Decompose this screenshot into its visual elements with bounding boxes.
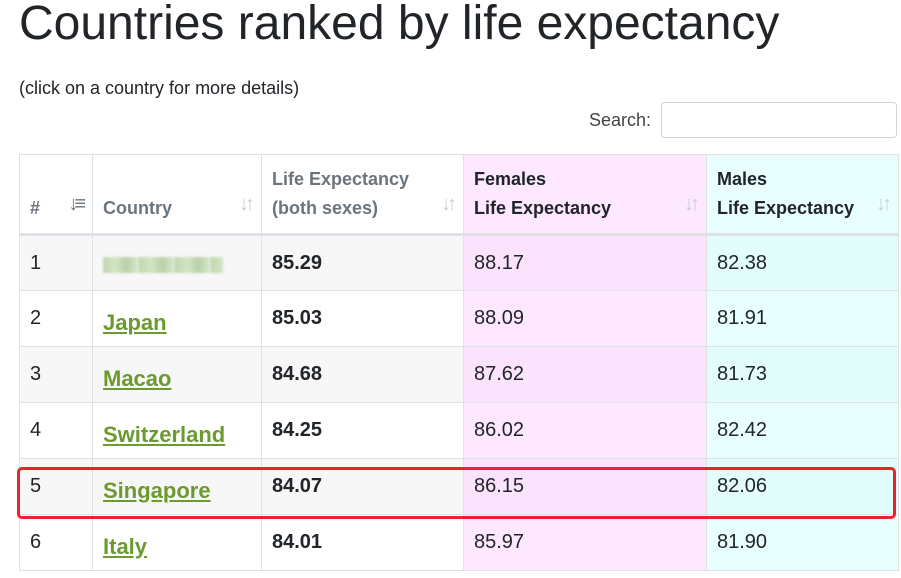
header-country[interactable]: Country ↓↑ [92,154,262,236]
sort-descending-icon[interactable]: ↓≡ [68,193,86,215]
header-male-line1: Males [717,169,768,189]
header-life-expectancy-males[interactable]: Males Life Expectancy ↓↑ [706,154,899,236]
rank-cell: 1 [19,234,93,291]
rank-cell: 2 [19,290,93,347]
header-female-line1: Females [474,169,547,189]
page-title: Countries ranked by life expectancy [19,0,780,50]
country-link[interactable]: Italy [103,533,148,559]
country-link[interactable]: Japan [103,309,167,335]
header-male-line2: Life Expectancy [717,198,855,218]
header-life-expectancy-females[interactable]: Females Life Expectancy ↓↑ [463,154,707,236]
life-expectancy-both-cell: 84.25 [261,402,464,459]
life-expectancy-both-cell: 84.68 [261,346,464,403]
sort-both-icon[interactable]: ↓↑ [239,193,255,215]
table-header-row: # ↓≡ Country ↓↑ Life Expectancy (both se… [19,154,899,236]
header-country-label: Country [103,198,172,218]
life-expectancy-male-cell: 82.06 [706,458,899,515]
life-expectancy-male-cell: 81.91 [706,290,899,347]
life-expectancy-female-cell: 86.02 [463,402,707,459]
rank-cell: 4 [19,402,93,459]
life-expectancy-both-cell: 85.03 [261,290,464,347]
life-expectancy-male-cell: 81.73 [706,346,899,403]
life-expectancy-male-cell: 81.90 [706,514,899,571]
life-expectancy-female-cell: 87.62 [463,346,707,403]
life-expectancy-female-cell: 88.17 [463,234,707,291]
header-rank[interactable]: # ↓≡ [19,154,93,236]
country-link[interactable]: Switzerland [103,421,226,447]
rank-cell: 5 [19,458,93,515]
search-input[interactable] [661,102,897,138]
country-cell: Macao [92,346,262,403]
country-cell: Japan [92,290,262,347]
header-life-expectancy-both[interactable]: Life Expectancy (both sexes) ↓↑ [261,154,464,236]
country-cell: Singapore [92,458,262,515]
life-expectancy-male-cell: 82.42 [706,402,899,459]
life-expectancy-female-cell: 85.97 [463,514,707,571]
search-bar: Search: [589,102,897,138]
table-row[interactable]: 4 Switzerland 84.25 86.02 82.42 [19,402,899,459]
life-expectancy-both-cell: 84.01 [261,514,464,571]
life-expectancy-male-cell: 82.38 [706,234,899,291]
rank-cell: 3 [19,346,93,403]
header-both-line1: Life Expectancy [272,169,410,189]
life-expectancy-female-cell: 86.15 [463,458,707,515]
page-hint: (click on a country for more details) [19,78,300,98]
country-cell: Switzerland [92,402,262,459]
search-label: Search: [588,109,651,130]
sort-both-icon[interactable]: ↓↑ [441,193,457,215]
ranking-table: # ↓≡ Country ↓↑ Life Expectancy (both se… [19,154,899,571]
table-row[interactable]: 6 Italy 84.01 85.97 81.90 [19,514,899,571]
header-rank-label: # [30,198,41,218]
table-row[interactable]: 5 Singapore 84.07 86.15 82.06 [19,458,899,515]
country-link[interactable]: Singapore [103,477,211,503]
life-expectancy-both-cell: 84.07 [261,458,464,515]
header-both-line2: (both sexes) [272,198,379,218]
table-row[interactable]: 2 Japan 85.03 88.09 81.91 [19,290,899,347]
life-expectancy-female-cell: 88.09 [463,290,707,347]
country-link[interactable]: Macao [103,365,172,391]
table-row[interactable]: 3 Macao 84.68 87.62 81.73 [19,346,899,403]
table-row[interactable]: 1 85.29 88.17 82.38 [19,234,899,291]
header-female-line2: Life Expectancy [474,198,612,218]
rank-cell: 6 [19,514,93,571]
life-expectancy-both-cell: 85.29 [261,234,464,291]
country-cell [92,234,262,291]
sort-both-icon[interactable]: ↓↑ [684,193,700,215]
country-cell: Italy [92,514,262,571]
redacted-country-name[interactable] [103,256,223,273]
sort-both-icon[interactable]: ↓↑ [876,193,892,215]
